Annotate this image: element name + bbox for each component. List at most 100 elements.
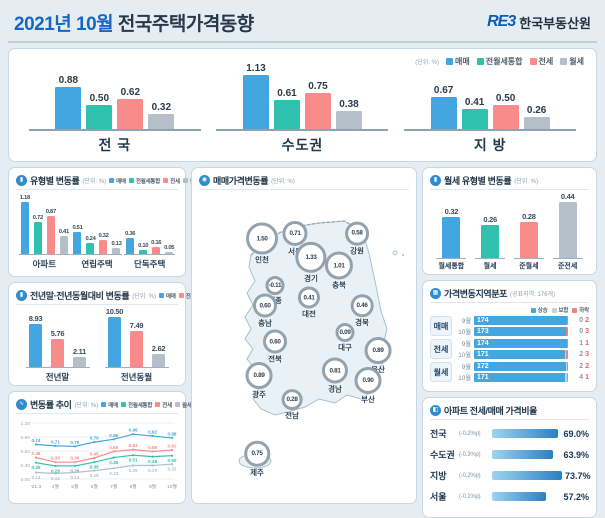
panel-rent-type-change: ▮ 월세 유형별 변동률 (단위: %) 0.32 월세통합 0.26 월세 0.28 준… — [422, 167, 597, 275]
x-tick-label: 6월 — [91, 483, 98, 490]
data-point — [34, 456, 38, 459]
month-label: 10월 — [458, 375, 471, 382]
y-tick-label: 0.60 — [21, 449, 31, 455]
bar-value: 0.50 — [495, 93, 516, 104]
region-value-ring: 0.46 — [350, 294, 374, 317]
bar-value: 7.49 — [129, 321, 144, 331]
data-label: 0.62 — [168, 444, 177, 449]
header: 2021년 10월 전국주택가격동향 RE3 한국부동산원 — [8, 6, 597, 43]
bars: 0.26 — [475, 193, 506, 259]
region-value-ring: 0.41 — [297, 286, 321, 309]
data-point — [132, 448, 135, 451]
bar — [29, 324, 42, 367]
title-month: 2021년 10월 — [14, 13, 114, 35]
bar-wrap: 0.36 — [124, 231, 136, 254]
region-name: 부산 — [361, 395, 375, 404]
segment-up: 171 — [474, 350, 566, 359]
page-title: 2021년 10월 전국주택가격동향 — [14, 9, 254, 36]
flat-count: 2 — [579, 363, 584, 370]
legend-label: 전세 — [186, 292, 196, 300]
bar-wrap: 0.62 — [117, 87, 144, 129]
bar-value: 0.26 — [483, 214, 497, 224]
bar-group: 0.28 준월세 — [513, 193, 544, 271]
x-tick-label: 5월 — [71, 483, 78, 490]
bar-wrap: 0.05 — [163, 245, 175, 254]
flat-count: 0 — [579, 317, 584, 324]
region-bubble: 1.33 경기 — [295, 241, 327, 284]
data-label: 0.92 — [148, 430, 157, 435]
legend-swatch — [182, 178, 188, 183]
bar-wrap: 0.32 — [148, 102, 175, 129]
panel-title: 매매가격변동률 — [213, 176, 269, 186]
bar-wrap: 0.16 — [150, 240, 162, 254]
panel-change-trend: ∿ 변동률 추이 (단위: %) 매매 전월세통합 전세 월세 0.00 0.30 0.6… — [8, 391, 192, 504]
category-label: 수도권 — [281, 137, 324, 153]
bar-group: 0.36 0.10 0.16 0.05 단독주택 — [124, 193, 176, 270]
data-point — [132, 464, 135, 467]
region-label: 지방 — [430, 471, 447, 481]
bar-value: 0.38 — [339, 98, 359, 110]
data-label: 0.88 — [168, 431, 177, 436]
bar — [73, 356, 86, 367]
region-summary-bar-chart: 0.88 0.50 0.62 0.32 전 국 1.13 0.61 0.75 0.38 수도권 0.… — [21, 63, 584, 155]
reb-logo: RE3 한국부동산원 — [487, 13, 591, 32]
panel-yoy-change: ▮ 전년말·전년동월대비 변동률 (단위: %) 매매전세월세 8.935.76… — [8, 282, 215, 386]
legend-item: 보합 — [551, 306, 568, 314]
bars: 0.67 0.41 0.50 0.26 — [404, 65, 577, 131]
data-label: 0.45 — [90, 452, 99, 457]
panel-title: 전년말·전년동월대비 변동률 — [30, 291, 130, 301]
bar-chart-icon: ▮ — [16, 290, 27, 301]
data-label: 0.51 — [129, 458, 138, 463]
legend-label: 전월세통합 — [485, 57, 523, 66]
bar — [242, 74, 269, 129]
bars: 1.13 0.61 0.75 0.38 — [216, 63, 389, 131]
bar — [130, 331, 143, 367]
legend-swatch — [158, 293, 164, 298]
bar — [86, 243, 95, 254]
legend-label: 하락 — [579, 308, 589, 314]
y-tick-label: 1.20 — [21, 421, 31, 427]
bar-value: 0.50 — [89, 93, 110, 104]
region-bubble: 0.71 서울 — [282, 220, 308, 257]
line-chart-icon: ∿ — [16, 399, 27, 410]
month-lines: 9월 174 0 2 10월 173 0 3 — [455, 316, 589, 336]
data-label: 0.18 — [90, 473, 99, 478]
bar-value: 0.05 — [164, 244, 175, 251]
unit-label: (단위: %) — [74, 403, 99, 409]
bars: 8.93 5.76 2.11 — [25, 308, 90, 368]
flat-count: 2 — [579, 351, 584, 358]
map-pin-icon: ◉ — [199, 175, 210, 186]
region-bubble: 0.41 대전 — [297, 286, 321, 319]
legend-item: 전월세통합 — [120, 401, 152, 409]
data-point — [54, 472, 57, 475]
legend-label: 매매 — [116, 178, 126, 185]
bar — [148, 113, 175, 129]
month-label: 10월 — [458, 329, 471, 336]
data-label: 0.48 — [148, 459, 157, 464]
legend-label: 전세 — [538, 57, 554, 66]
ulleungdo-island — [392, 250, 398, 256]
legend-label: 상승 — [537, 308, 548, 314]
legend-label: 전월세통합 — [135, 178, 161, 185]
region-name: 강원 — [350, 246, 364, 256]
bar-wrap: 0.44 — [553, 192, 583, 258]
dokdo-island — [402, 254, 404, 256]
trend-line-chart: 0.00 0.30 0.60 0.90 1.20 '21.3 4월 5월 6월 7월 8월 9월 10월… — [21, 421, 177, 490]
panel-title: 아파트 전세/매매 가격비율 — [444, 406, 537, 416]
bar-value: 2.11 — [73, 346, 86, 356]
category-label: 단독주택 — [134, 259, 166, 269]
ratio-bar — [492, 492, 547, 501]
panel-title: 변동률 추이 — [30, 400, 72, 410]
distribution-rows: 매매 9월 174 0 2 10월 173 0 3 전세 9월 174 1 1 10월 171 2 3 월세 9월 17… — [430, 316, 589, 382]
bar — [304, 93, 331, 129]
bar-wrap: 0.10 — [137, 243, 149, 254]
region-bubble: 0.89 울산 — [364, 337, 392, 375]
region-value-ring: 0.58 — [345, 221, 369, 246]
legend-swatch — [476, 58, 484, 65]
region-bubble: 0.28 전남 — [281, 389, 303, 421]
table-icon: ▦ — [430, 288, 441, 299]
